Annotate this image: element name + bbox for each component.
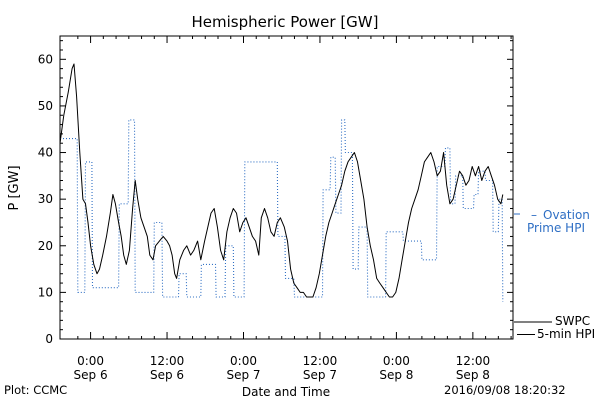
x-tick-time-label: 0:00 (77, 354, 104, 368)
plot-frame (59, 35, 514, 340)
legend-ovation: – Ovation Prime HPI (527, 209, 590, 235)
x-tick-date-label: Sep 7 (226, 368, 260, 382)
x-tick-time-label: 0:00 (383, 354, 410, 368)
legend-swpc: SWPC 5-min HPI (517, 315, 595, 341)
y-axis-label: P [GW] (7, 165, 22, 210)
y-axis: 0 10 20 30 40 50 60 (38, 40, 513, 346)
plot-credit: Plot: CCMC (4, 383, 68, 397)
x-tick-time-label: 0:00 (230, 354, 257, 368)
legend-swpc-line2: 5-min HPI (517, 328, 595, 341)
y-tick-label: 30 (38, 192, 53, 206)
x-tick-time-label: 12:00 (456, 354, 491, 368)
x-tick-time-label: 12:00 (303, 354, 338, 368)
x-tick-date-label: Sep 8 (379, 368, 413, 382)
y-tick-label: 60 (38, 52, 53, 66)
y-tick-label: 0 (45, 332, 53, 346)
x-tick-date-label: Sep 6 (74, 368, 108, 382)
y-tick-label: 20 (38, 239, 53, 253)
y-tick-label: 10 (38, 285, 53, 299)
x-tick-date-label: Sep 6 (150, 368, 184, 382)
x-tick-date-label: Sep 7 (303, 368, 337, 382)
legend-ovation-line1: – Ovation (531, 208, 590, 222)
series-layer (59, 63, 504, 302)
y-tick-label: 40 (38, 146, 53, 160)
chart-title: Hemispheric Power [GW] (192, 13, 379, 31)
plot-timestamp: 2016/09/08 18:20:32 (444, 383, 566, 397)
legend-swpc-line1: SWPC (555, 314, 591, 328)
x-tick-time-label: 12:00 (150, 354, 185, 368)
series-ovation-prime-hpi (60, 119, 504, 302)
series-swpc-hpi (59, 63, 504, 298)
y-tick-label: 50 (38, 99, 53, 113)
x-tick-date-label: Sep 8 (456, 368, 490, 382)
x-axis-label: Date and Time (242, 385, 330, 399)
legend-ovation-line2: Prime HPI (527, 221, 585, 235)
